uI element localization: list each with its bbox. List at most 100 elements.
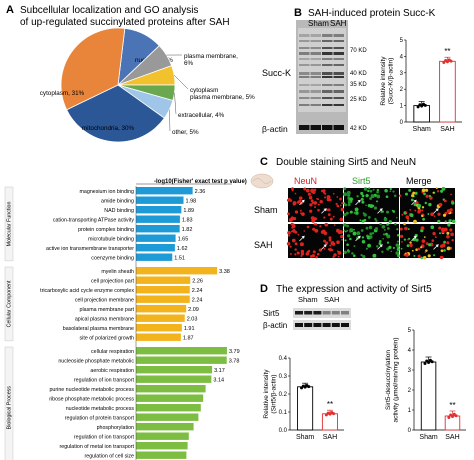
blot-band — [310, 76, 321, 78]
blot-band — [310, 90, 321, 93]
cell-dot — [389, 187, 392, 191]
cell-dot — [394, 222, 397, 226]
cell-dot — [343, 229, 346, 232]
significance-mark: ** — [449, 401, 455, 410]
blot-band — [299, 52, 310, 55]
cell-dot — [303, 187, 307, 191]
cell-dot — [411, 194, 415, 198]
cell-dot — [439, 255, 444, 260]
cell-dot — [306, 250, 310, 254]
blot-band — [333, 58, 344, 60]
cell-dot — [343, 187, 347, 191]
blot-d-sham: Sham — [298, 295, 318, 304]
panel-a-title-1: Subcellular localization and GO analysis — [20, 5, 198, 16]
cell-dot — [319, 225, 322, 228]
go-term-label: regulation of ion transport — [74, 378, 135, 384]
go-term-label: cellular respiration — [91, 349, 134, 355]
data-point — [307, 385, 311, 389]
data-point — [430, 360, 434, 364]
cell-dot — [339, 204, 342, 207]
cell-dot — [425, 242, 429, 246]
y-tick-label: 3 — [408, 368, 412, 374]
blot-band — [310, 58, 321, 60]
cell-dot — [296, 251, 300, 255]
cell-dot — [286, 198, 290, 202]
cell-dot — [354, 207, 359, 212]
cell-dot — [359, 219, 362, 222]
cell-dot — [429, 196, 433, 200]
cell-dot — [386, 223, 389, 226]
cell-dot — [361, 200, 365, 204]
blot-band — [310, 40, 321, 42]
blot-band — [322, 34, 333, 37]
cell-dot — [435, 187, 438, 190]
arrow-head — [435, 244, 439, 248]
go-value-label: 1.62 — [177, 246, 188, 252]
go-term-label: plasma membrane part — [80, 307, 135, 313]
cell-dot — [347, 234, 351, 238]
cell-dot — [300, 249, 305, 254]
cell-dot — [333, 253, 337, 257]
cell-dot — [288, 234, 291, 237]
go-term-label: NAD binding — [104, 208, 134, 214]
blot-b-sah: SAH — [330, 19, 347, 28]
cell-dot — [308, 195, 313, 200]
cell-dot — [448, 219, 452, 223]
cell-dot — [360, 253, 363, 257]
sirt5-band — [295, 311, 303, 315]
cell-dot — [413, 219, 417, 224]
go-value-label: 2.24 — [192, 288, 203, 294]
go-term-label: basolateral plasma membrane — [63, 326, 134, 332]
marker-70: 70 KD — [350, 48, 367, 54]
cell-dot — [446, 234, 450, 239]
cell-dot — [365, 204, 367, 207]
cell-dot — [440, 227, 445, 232]
blot-d-label: Sirt5 — [263, 309, 280, 318]
cell-dot — [363, 213, 367, 217]
cell-dot — [313, 217, 318, 221]
go-term-label: amide binding — [101, 199, 134, 205]
cell-dot — [451, 239, 454, 242]
blot-d-actin-label: β-actin — [263, 321, 287, 330]
go-value-label: 3.17 — [214, 368, 225, 374]
cell-dot — [356, 231, 361, 236]
y-tick-label: 5 — [408, 328, 412, 334]
blot-b-sham: Sham — [308, 19, 329, 28]
cell-dot — [327, 248, 330, 251]
cell-dot — [379, 222, 382, 226]
cell-dot — [339, 197, 342, 201]
cell-dot — [321, 189, 324, 193]
cell-dot — [294, 253, 297, 256]
cell-dot — [381, 210, 384, 213]
actin-band — [299, 125, 310, 130]
go-bar — [136, 244, 175, 252]
arrow-head — [323, 208, 327, 212]
blot-band — [333, 52, 344, 55]
cell-dot — [327, 213, 331, 217]
go-bar — [136, 394, 204, 402]
data-point — [454, 414, 458, 418]
go-term-label: regulation of protein transport — [65, 416, 135, 422]
y-tick-label: 5 — [400, 38, 404, 44]
data-point — [416, 105, 420, 109]
cell-dot — [420, 226, 425, 230]
bar — [444, 415, 461, 431]
cell-dot — [339, 217, 344, 222]
cell-dot — [405, 211, 408, 214]
cell-dot — [353, 211, 357, 215]
cell-dot — [384, 189, 388, 193]
go-value-label: 3.78 — [229, 359, 240, 365]
cell-dot — [408, 188, 412, 192]
cell-dot — [421, 214, 424, 218]
blot-band — [322, 97, 333, 99]
cell-dot — [440, 249, 444, 253]
cell-dot — [446, 231, 450, 235]
cell-dot — [405, 253, 409, 257]
cell-dot — [353, 228, 355, 231]
cell-dot — [356, 195, 359, 198]
cell-dot — [444, 220, 447, 222]
cell-dot — [450, 232, 454, 237]
x-tick-label: Sham — [413, 126, 431, 133]
data-point — [423, 103, 427, 107]
cell-dot — [388, 220, 392, 224]
